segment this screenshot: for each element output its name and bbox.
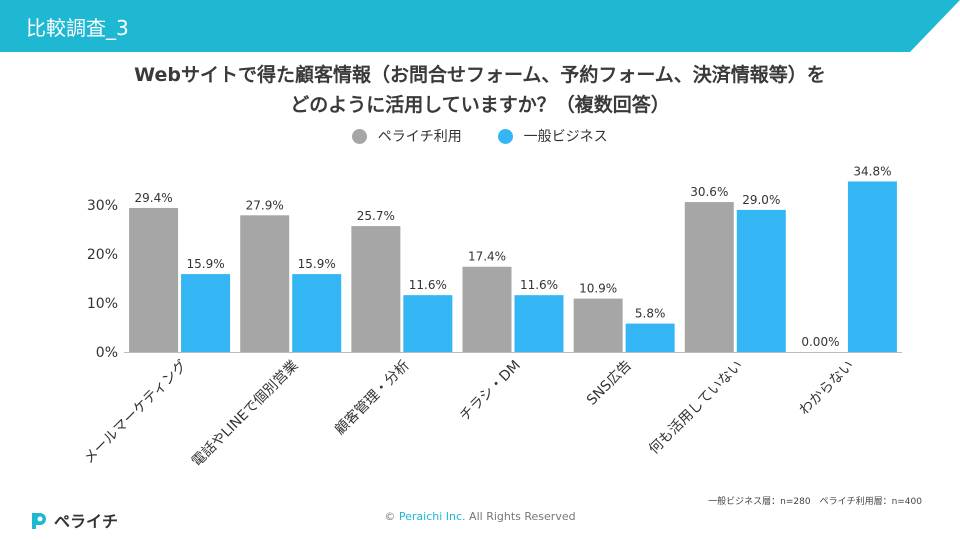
x-tick-label: チラシ・DM [457, 358, 524, 425]
header-banner: 比較調査_3 [0, 0, 960, 52]
data-label: 15.9% [187, 257, 225, 271]
y-tick-label: 30% [87, 198, 118, 214]
bar-peraichi [573, 298, 623, 352]
sample-size-note: 一般ビジネス層：n=280 ペライチ利用層：n=400 [708, 497, 922, 507]
x-tick-label: メールマーケティング [81, 358, 191, 468]
data-label: 5.8% [635, 307, 666, 321]
legend-swatch-peraichi [352, 128, 368, 144]
data-label: 29.4% [135, 191, 173, 205]
bar-peraichi [240, 215, 290, 352]
bar-peraichi [129, 207, 179, 352]
y-tick-label: 0% [96, 345, 118, 361]
bar-general [514, 295, 564, 352]
data-label: 30.6% [690, 185, 728, 199]
data-label: 11.6% [409, 278, 447, 292]
bar-peraichi [351, 226, 401, 352]
data-label: 11.6% [520, 278, 558, 292]
data-label: 34.8% [853, 164, 891, 178]
page-title: 比較調査_3 [26, 16, 129, 40]
chart-title: Webサイトで得た顧客情報（お問合せフォーム、予約フォーム、決済情報等）を どの… [0, 60, 960, 120]
logo-text: ペライチ [54, 512, 119, 531]
copyright-prefix: © [384, 510, 399, 523]
x-tick-label: わからない [796, 358, 857, 419]
legend-item-peraichi: ペライチ利用 [352, 126, 462, 146]
data-label: 25.7% [357, 209, 395, 223]
x-tick-label: SNS広告 [584, 358, 635, 409]
x-tick-label: 顧客管理・分析 [331, 357, 412, 438]
header-bar [0, 0, 910, 52]
legend-item-general: 一般ビジネス [498, 126, 608, 146]
data-label: 0.00% [801, 335, 839, 349]
data-label: 29.0% [742, 193, 780, 207]
x-tick-label: 電話やLINEで個別営業 [188, 357, 301, 470]
y-tick-label: 20% [87, 247, 118, 263]
bar-general [292, 274, 342, 352]
chart-legend: ペライチ利用 一般ビジネス [0, 126, 960, 146]
bar-peraichi [462, 266, 512, 352]
data-label: 27.9% [246, 198, 284, 212]
chart-title-line-2: どのように活用していますか？（複数回答） [290, 94, 670, 116]
copyright-brand: Peraichi Inc. [398, 510, 466, 523]
bar-peraichi [684, 202, 734, 352]
peraichi-logo: ペライチ [28, 508, 118, 532]
bar-general [181, 274, 231, 352]
data-label: 15.9% [298, 257, 336, 271]
bar-general [736, 209, 786, 352]
header-corner [910, 0, 960, 52]
legend-label-peraichi: ペライチ利用 [377, 129, 462, 145]
legend-swatch-general [498, 128, 514, 144]
x-tick-label: 何も活用していない [646, 358, 746, 458]
data-label: 17.4% [468, 250, 506, 264]
bar-general [847, 181, 897, 352]
y-tick-label: 10% [87, 296, 118, 312]
peraichi-logo-icon [32, 513, 46, 529]
legend-label-general: 一般ビジネス [523, 129, 608, 145]
bar-general [403, 295, 453, 352]
data-label: 10.9% [579, 282, 617, 296]
chart-title-line-1: Webサイトで得た顧客情報（お問合せフォーム、予約フォーム、決済情報等）を [134, 64, 826, 86]
copyright-suffix: All Rights Reserved [465, 510, 576, 523]
bar-general [625, 323, 675, 352]
copyright: © Peraichi Inc. All Rights Reserved [0, 510, 960, 523]
